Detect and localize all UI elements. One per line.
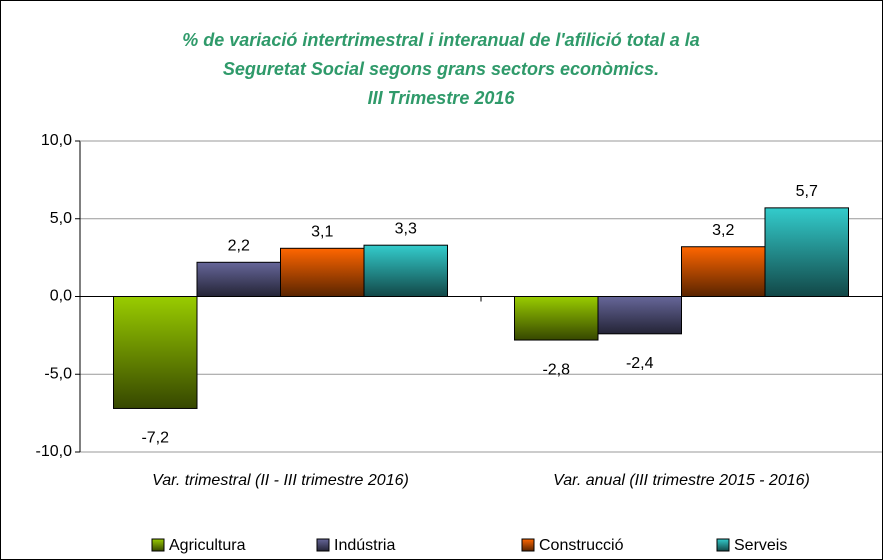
x-tick-label: Var. anual (III trimestre 2015 - 2016): [553, 472, 810, 489]
bar: [514, 296, 599, 341]
y-tick-label: 10,0: [41, 132, 72, 149]
data-label: -2,8: [542, 361, 570, 378]
legend-swatch: [151, 538, 165, 552]
legend-label: Construcció: [539, 537, 624, 554]
chart-title: III Trimestre 2016: [368, 88, 516, 108]
data-label: 3,1: [311, 224, 333, 241]
bar: [280, 247, 365, 297]
data-label: 3,3: [395, 220, 417, 237]
data-label: 5,7: [796, 183, 818, 200]
bar: [681, 246, 766, 298]
legend-swatch: [316, 538, 330, 552]
data-label: 3,2: [712, 222, 734, 239]
chart-title: Seguretat Social segons grans sectors ec…: [223, 59, 659, 79]
y-tick-label: 0,0: [50, 288, 72, 305]
bar: [363, 244, 448, 297]
legend-swatch: [521, 538, 535, 552]
y-tick-label: -10,0: [36, 443, 73, 460]
bar: [196, 261, 281, 298]
bar: [597, 296, 682, 335]
y-tick-label: 5,0: [50, 210, 72, 227]
data-label: 2,2: [228, 238, 250, 255]
chart-title: % de variació intertrimestral i interanu…: [182, 30, 699, 50]
legend-label: Indústria: [334, 537, 395, 554]
x-tick-label: Var. trimestral (II - III trimestre 2016…: [152, 472, 409, 489]
data-label: -7,2: [141, 430, 169, 447]
legend-swatch: [716, 538, 730, 552]
y-tick-label: -5,0: [44, 365, 72, 382]
data-label: -2,4: [626, 355, 654, 372]
legend-label: Agricultura: [169, 537, 246, 554]
bar: [113, 296, 198, 409]
legend-label: Serveis: [734, 537, 787, 554]
bar: [764, 207, 849, 298]
